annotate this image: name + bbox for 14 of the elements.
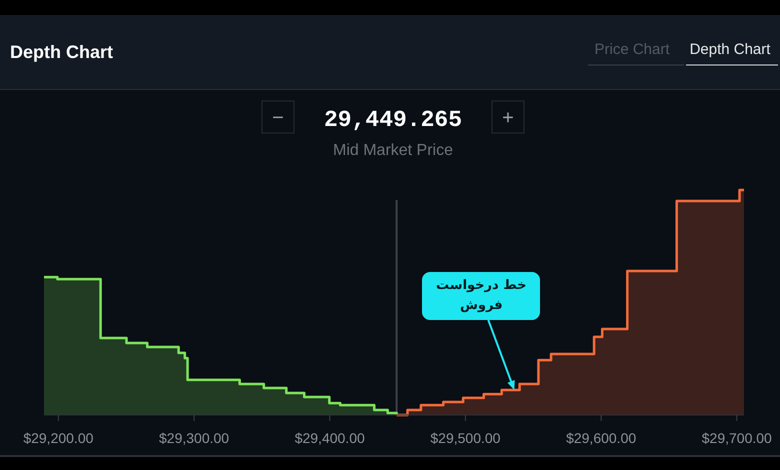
text: Price Chart bbox=[594, 41, 670, 58]
text: Depth Chart bbox=[690, 41, 772, 58]
x-tick-label: $29,300.00 bbox=[159, 430, 230, 446]
annotation: خط درخواست فروش bbox=[422, 272, 540, 320]
x-tick-label: $29,400.00 bbox=[294, 430, 365, 446]
x-tick-label: $29,600.00 bbox=[566, 430, 636, 446]
chart-title: Depth Chart bbox=[10, 42, 114, 62]
text: Mid Market Price bbox=[332, 142, 454, 159]
text: − bbox=[272, 107, 284, 129]
x-tick-label: $29,700.00 bbox=[702, 430, 772, 446]
text: 29,449.265 bbox=[324, 107, 462, 133]
x-tick-label: $29,500.00 bbox=[430, 430, 501, 446]
x-tick-label: $29,200.00 bbox=[23, 430, 94, 446]
text: + bbox=[502, 107, 514, 129]
